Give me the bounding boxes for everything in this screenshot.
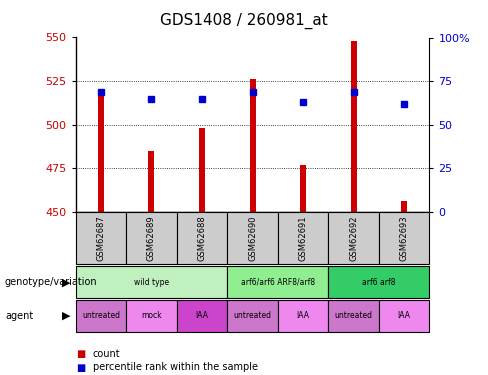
Text: IAA: IAA — [398, 311, 411, 320]
Bar — [227, 300, 278, 332]
Text: ▶: ▶ — [62, 311, 71, 321]
Text: untreated: untreated — [234, 311, 271, 320]
Bar — [199, 128, 205, 212]
Text: genotype/variation: genotype/variation — [5, 277, 98, 287]
Text: agent: agent — [5, 311, 33, 321]
Bar — [126, 212, 177, 264]
Text: GSM62687: GSM62687 — [97, 215, 105, 261]
Bar — [227, 266, 328, 298]
Text: GSM62692: GSM62692 — [349, 215, 358, 261]
Bar — [401, 201, 407, 212]
Bar — [227, 212, 278, 264]
Text: IAA: IAA — [196, 311, 208, 320]
Text: GSM62691: GSM62691 — [299, 215, 307, 261]
Text: IAA: IAA — [297, 311, 309, 320]
Text: count: count — [93, 350, 121, 359]
Bar — [98, 92, 104, 212]
Bar — [249, 80, 256, 212]
Text: ▶: ▶ — [62, 277, 71, 287]
Text: arf6/arf6 ARF8/arf8: arf6/arf6 ARF8/arf8 — [241, 278, 315, 286]
Bar — [177, 212, 227, 264]
Bar — [328, 212, 379, 264]
Bar — [300, 165, 306, 212]
Text: percentile rank within the sample: percentile rank within the sample — [93, 363, 258, 372]
Bar — [148, 151, 155, 212]
Text: wild type: wild type — [134, 278, 169, 286]
Bar — [328, 300, 379, 332]
Bar — [177, 300, 227, 332]
Text: GDS1408 / 260981_at: GDS1408 / 260981_at — [160, 13, 328, 29]
Text: arf6 arf8: arf6 arf8 — [362, 278, 396, 286]
Text: GSM62688: GSM62688 — [198, 215, 206, 261]
Bar — [76, 266, 227, 298]
Bar — [76, 212, 126, 264]
Bar — [350, 41, 357, 212]
Text: GSM62690: GSM62690 — [248, 215, 257, 261]
Text: GSM62689: GSM62689 — [147, 215, 156, 261]
Text: mock: mock — [141, 311, 162, 320]
Bar — [328, 266, 429, 298]
Text: untreated: untreated — [82, 311, 120, 320]
Text: GSM62693: GSM62693 — [400, 215, 408, 261]
Bar — [379, 212, 429, 264]
Text: ■: ■ — [76, 350, 85, 359]
Bar — [379, 300, 429, 332]
Bar — [278, 212, 328, 264]
Text: ■: ■ — [76, 363, 85, 372]
Bar — [126, 300, 177, 332]
Bar — [76, 300, 126, 332]
Bar — [278, 300, 328, 332]
Text: untreated: untreated — [335, 311, 373, 320]
